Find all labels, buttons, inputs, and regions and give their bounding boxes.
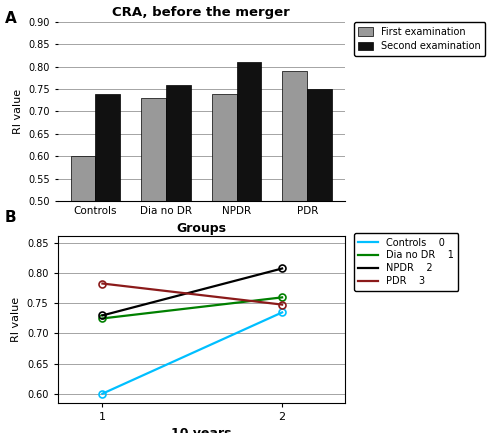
Title: CRA, before the merger: CRA, before the merger [112, 6, 290, 19]
Bar [141, 98, 166, 426]
Y-axis label: RI value: RI value [12, 89, 22, 134]
Bar [307, 89, 332, 426]
Text: A: A [5, 11, 17, 26]
Bar [212, 94, 236, 426]
Legend: Controls    0, Dia no DR    1, NPDR    2, PDR    3: Controls 0, Dia no DR 1, NPDR 2, PDR 3 [354, 233, 459, 291]
Bar [236, 62, 262, 426]
Bar [166, 84, 190, 426]
Bar [96, 94, 120, 426]
Bar [70, 156, 96, 426]
X-axis label: Groups: Groups [176, 222, 226, 235]
Bar [282, 71, 307, 426]
Legend: First examination, Second examination: First examination, Second examination [354, 22, 486, 56]
Y-axis label: RI value: RI value [12, 297, 22, 342]
Text: B: B [5, 210, 16, 225]
X-axis label: 10 years: 10 years [171, 427, 232, 433]
